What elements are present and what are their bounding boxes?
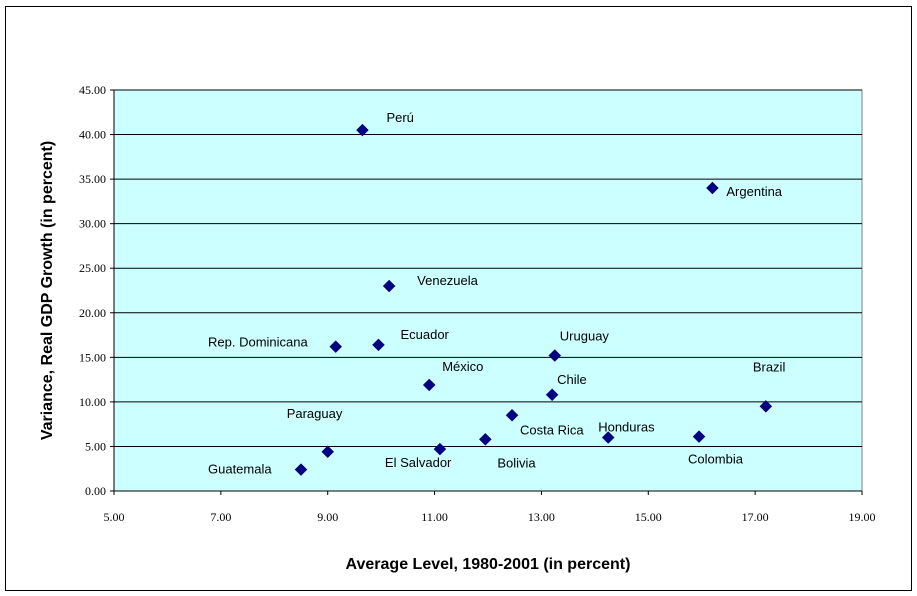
- data-point-label: Perú: [386, 110, 413, 125]
- y-tick-label: 30.00: [79, 217, 106, 231]
- data-point-marker: [372, 338, 385, 352]
- y-tick-label: 40.00: [79, 128, 106, 142]
- data-point-marker: [478, 432, 492, 446]
- data-point-label: Brazil: [753, 359, 786, 374]
- data-point-label: El Salvador: [385, 455, 452, 470]
- data-point-marker: [759, 399, 773, 413]
- data-point-label: Paraguay: [287, 406, 343, 421]
- data-point-marker: [294, 463, 308, 476]
- x-axis-title: Average Level, 1980-2001 (in percent): [346, 556, 631, 573]
- y-tick-label: 10.00: [79, 395, 106, 409]
- point-labels: Perú Argentina Venezuela Rep. Dominicana Ecu…: [208, 110, 785, 477]
- data-point-marker: [505, 408, 519, 422]
- data-point-marker: [692, 430, 706, 443]
- x-tick-label: 19.00: [849, 510, 876, 524]
- data-point-label: Uruguay: [560, 329, 610, 344]
- x-tick-label: 5.00: [104, 510, 125, 524]
- x-tick-label: 17.00: [742, 510, 769, 524]
- data-point-marker: [433, 442, 447, 456]
- data-point-marker: [548, 349, 562, 362]
- y-tick-label: 0.00: [85, 484, 106, 498]
- data-point-label: Guatemala: [208, 462, 272, 477]
- data-point-label: Ecuador: [400, 327, 449, 342]
- data-point-label: Honduras: [598, 420, 655, 435]
- data-point-marker: [545, 388, 559, 402]
- x-tick-label: 13.00: [528, 510, 555, 524]
- data-point-marker: [321, 445, 335, 459]
- data-point-label: Colombia: [688, 452, 744, 467]
- data-point-marker: [329, 340, 343, 353]
- data-point-label: México: [442, 359, 483, 374]
- data-point-label: Argentina: [726, 184, 782, 199]
- data-point-label: Chile: [557, 372, 587, 387]
- x-tick-label: 11.00: [421, 510, 448, 524]
- plot-area: [113, 89, 863, 492]
- data-point-marker: [422, 378, 436, 392]
- data-points: [294, 123, 773, 476]
- data-point-label: Costa Rica: [520, 422, 584, 437]
- data-point-marker: [356, 123, 369, 137]
- x-tick-label: 15.00: [635, 510, 662, 524]
- data-point-label: Venezuela: [417, 273, 478, 288]
- y-axis-title: Variance, Real GDP Growth (in percent): [39, 141, 56, 440]
- data-point-label: Rep. Dominicana: [208, 335, 308, 350]
- axis-ticks: 0.00 5.00 10.00 15.00 20.00 25.00 30.00 35.00 40…: [79, 83, 876, 524]
- y-tick-label: 15.00: [79, 350, 106, 364]
- y-tick-label: 25.00: [79, 261, 106, 275]
- y-tick-label: 35.00: [79, 172, 106, 186]
- x-tick-label: 7.00: [210, 510, 231, 524]
- data-point-label: Bolivia: [497, 455, 536, 470]
- x-tick-label: 9.00: [317, 510, 338, 524]
- y-tick-label: 20.00: [79, 306, 106, 320]
- data-point-marker: [382, 279, 396, 293]
- y-tick-label: 5.00: [85, 439, 106, 453]
- y-tick-label: 45.00: [79, 83, 106, 97]
- data-point-marker: [601, 431, 615, 444]
- data-point-marker: [706, 181, 719, 195]
